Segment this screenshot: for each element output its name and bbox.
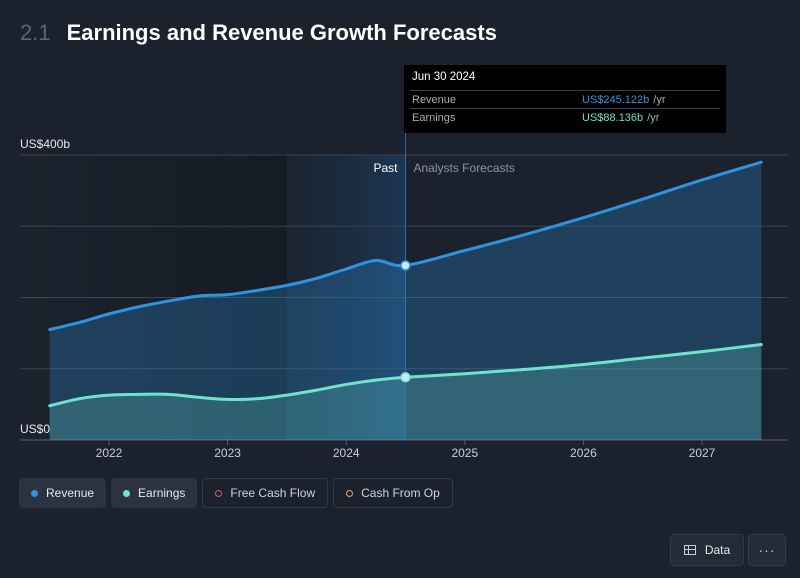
legend-earnings-toggle[interactable]: Earnings <box>111 478 198 508</box>
more-options-button[interactable]: ··· <box>748 534 786 566</box>
chart-legend: Revenue Earnings Free Cash Flow Cash Fro… <box>19 478 453 508</box>
tooltip-date: Jun 30 2024 <box>412 71 476 83</box>
legend-earnings-label: Earnings <box>138 486 186 500</box>
legend-free-cash-flow-label: Free Cash Flow <box>230 486 316 500</box>
x-tick-label-2026: 2026 <box>570 446 597 460</box>
past-label: Past <box>373 161 398 175</box>
legend-cash-from-op-toggle[interactable]: Cash From Op <box>333 478 453 508</box>
table-icon <box>683 545 696 555</box>
tooltip-row-earnings: Earnings US$88.136b /yr <box>410 108 720 126</box>
x-tick-label-2024: 2024 <box>333 446 360 460</box>
chart-tooltip: Jun 30 2024 Revenue US$245.122b /yr Earn… <box>404 65 726 133</box>
tooltip-value-earnings: US$88.136b <box>582 111 644 124</box>
chart-title: Earnings and Revenue Growth Forecasts <box>66 20 497 45</box>
tooltip-value-revenue: US$245.122b <box>582 93 650 106</box>
cash-from-op-dot-icon <box>346 489 354 497</box>
earnings-dot-icon <box>123 489 131 497</box>
tooltip-row-revenue: Revenue US$245.122b /yr <box>410 90 720 108</box>
section-header: 2.1 Earnings and Revenue Growth Forecast… <box>20 20 497 46</box>
earnings-line <box>48 343 763 408</box>
legend-revenue-toggle[interactable]: Revenue <box>19 478 107 508</box>
forecast-label: Analysts Forecasts <box>414 161 515 175</box>
data-button-label: Data <box>704 543 731 557</box>
legend-cash-from-op-label: Cash From Op <box>361 486 440 500</box>
tooltip-unit-earnings: /yr <box>647 111 660 124</box>
x-tick-label-2022: 2022 <box>96 446 123 460</box>
legend-revenue-label: Revenue <box>46 486 95 500</box>
section-number: 2.1 <box>20 20 51 45</box>
x-tick-label-2027: 2027 <box>689 446 716 460</box>
earnings-revenue-chart[interactable]: US$400b US$0 Past Analysts Forecasts 2022 202… <box>0 0 800 470</box>
revenue-dot-icon <box>31 489 38 497</box>
tooltip-label-revenue: Revenue <box>412 93 457 106</box>
x-tick-label-2025: 2025 <box>451 446 478 460</box>
legend-free-cash-flow-toggle[interactable]: Free Cash Flow <box>202 478 329 508</box>
free-cash-flow-dot-icon <box>215 489 223 497</box>
y-axis-bottom-label: US$0 <box>20 422 50 436</box>
data-button[interactable]: Data <box>670 534 744 566</box>
tooltip-label-earnings: Earnings <box>412 111 456 124</box>
tooltip-unit-revenue: /yr <box>653 93 666 106</box>
more-icon: ··· <box>758 542 776 558</box>
x-tick-label-2023: 2023 <box>214 446 241 460</box>
revenue-line <box>48 160 763 332</box>
earnings-marker <box>400 372 411 383</box>
revenue-marker <box>400 260 411 271</box>
y-axis-top-label: US$400b <box>20 137 70 151</box>
